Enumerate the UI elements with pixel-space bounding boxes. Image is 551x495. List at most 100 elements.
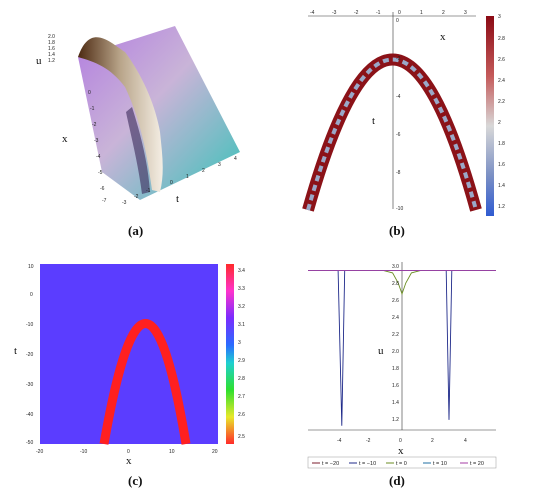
c-t-tick: -10 (26, 322, 33, 328)
d-legend-label: t = −10 (359, 461, 376, 467)
x-tick: -3 (94, 138, 99, 144)
c-t-tick: -50 (26, 440, 33, 446)
c-t-axis-label: t (14, 345, 18, 357)
c-cb-tick: 2.5 (238, 434, 245, 440)
c-cb-tick: 3 (238, 340, 241, 346)
c-cb-tick: 2.8 (238, 376, 245, 382)
t-axis-ticks: -3 -2 -1 0 1 2 3 4 (122, 156, 237, 206)
b-t-tick: 0 (396, 18, 399, 24)
d-y-tick: 3.0 (392, 264, 399, 270)
c-t-tick: 10 (28, 264, 34, 270)
b-contour-band (302, 53, 482, 212)
b-x-tick: 2 (442, 10, 445, 16)
c-x-ticks: -20 -10 0 10 20 (36, 449, 218, 455)
c-cb-tick: 2.7 (238, 394, 245, 400)
panel-b-contour-plot: -4 -3 -2 -1 0 1 2 3 0 -2 -4 -6 -8 -10 x … (302, 10, 505, 216)
d-x-tick: 2 (431, 438, 434, 444)
b-cb-tick: 2.6 (498, 57, 505, 63)
d-y-ticks: 3.0 2.8 2.6 2.4 2.2 2.0 1.8 1.6 1.4 1.2 (392, 264, 399, 423)
surface-ridge-shadow (126, 107, 150, 194)
b-x-tick: -2 (354, 10, 359, 16)
b-x-tick: 3 (464, 10, 467, 16)
b-t-ticks: 0 -2 -4 -6 -8 -10 (396, 18, 403, 212)
panel-c-heatmap: -20 -10 0 10 20 10 0 -10 -20 -30 -40 -50… (26, 264, 245, 467)
c-cb-tick: 2.9 (238, 358, 245, 364)
t-tick: 3 (218, 162, 221, 168)
b-t-tick: -8 (396, 170, 401, 176)
u-axis-ticks: 2.0 1.8 1.6 1.4 1.2 (48, 34, 55, 64)
t-tick: -1 (146, 188, 151, 194)
d-y-tick: 1.6 (392, 383, 399, 389)
d-y-tick: 2.0 (392, 349, 399, 355)
t-tick: 1 (186, 174, 189, 180)
b-cb-tick: 1.6 (498, 162, 505, 168)
u-axis-label: u (36, 55, 42, 67)
b-x-tick: -4 (310, 10, 315, 16)
d-legend: t = −20 t = −10 t = 0 t = 10 t = 20 (312, 461, 484, 467)
c-x-tick: 0 (127, 449, 130, 455)
b-t-tick: -4 (396, 94, 401, 100)
d-plot-area (308, 262, 496, 431)
b-x-axis-label: x (440, 31, 446, 43)
d-y-tick: 2.6 (392, 298, 399, 304)
d-x-axis-label: x (398, 445, 404, 457)
b-cb-tick: 1.4 (498, 183, 505, 189)
surface-ridge (78, 37, 163, 192)
b-x-tick: -1 (376, 10, 381, 16)
c-colorbar-ticks: 3.4 3.3 3.2 3.1 3 2.9 2.8 2.7 2.6 2.5 (238, 268, 245, 440)
d-x-ticks: -4 -2 0 2 4 (337, 438, 467, 444)
t-axis-label: t (176, 193, 179, 205)
d-legend-label: t = 20 (470, 461, 484, 467)
d-legend-box (307, 456, 497, 469)
b-cb-tick: 2.2 (498, 99, 505, 105)
b-x-tick: 1 (420, 10, 423, 16)
c-x-tick: 10 (169, 449, 175, 455)
x-axis-ticks: 0 -1 -2 -3 -4 -5 -6 -7 (88, 90, 107, 204)
b-cb-tick: 3 (498, 14, 501, 20)
d-y-tick: 2.4 (392, 315, 399, 321)
b-cb-tick: 2.4 (498, 78, 505, 84)
c-heatmap-parabola (99, 319, 191, 445)
b-colorbar (486, 16, 494, 216)
b-cb-tick: 1.2 (498, 204, 505, 210)
d-x-tick: -4 (337, 438, 342, 444)
x-tick: -1 (90, 106, 95, 112)
c-x-tick: 20 (212, 449, 218, 455)
c-colorbar (226, 264, 234, 444)
c-x-tick: -20 (36, 449, 43, 455)
b-t-axis-label: t (372, 115, 375, 127)
u-tick: 2.0 (48, 34, 55, 40)
c-t-tick: -40 (26, 412, 33, 418)
d-x-tick: 4 (464, 438, 467, 444)
c-cb-tick: 3.2 (238, 304, 245, 310)
c-cb-tick: 2.6 (238, 412, 245, 418)
d-legend-label: t = 10 (433, 461, 447, 467)
t-tick: -3 (122, 200, 127, 206)
c-x-axis-label: x (126, 455, 132, 467)
x-tick: -6 (100, 186, 105, 192)
d-y-tick: 1.2 (392, 417, 399, 423)
d-u-axis-label: u (378, 345, 384, 357)
d-y-tick: 1.8 (392, 366, 399, 372)
b-cb-tick: 1.8 (498, 141, 505, 147)
d-y-tick: 2.8 (392, 281, 399, 287)
d-series-line-2 (308, 269, 496, 296)
b-x-tick: 0 (398, 10, 401, 16)
d-legend-label: t = −20 (322, 461, 339, 467)
caption-d: (d) (389, 473, 405, 488)
x-tick: -2 (92, 122, 97, 128)
c-t-tick: 0 (30, 292, 33, 298)
u-tick: 1.4 (48, 52, 55, 58)
x-tick: -7 (102, 198, 107, 204)
panel-a-surface-plot: u x t 2.0 1.8 1.6 1.4 1.2 0 -1 -2 -3 -4 … (36, 26, 240, 206)
x-tick: -4 (96, 154, 101, 160)
d-y-tick: 1.4 (392, 400, 399, 406)
b-contour-core (306, 57, 478, 211)
b-t-tick: -10 (396, 206, 403, 212)
b-t-tick: -6 (396, 132, 401, 138)
b-cb-tick: 2.8 (498, 36, 505, 42)
caption-c: (c) (128, 473, 143, 488)
panel-d-line-plot: -4 -2 0 2 4 3.0 2.8 2.6 2.4 2.2 2.0 1.8 … (307, 262, 497, 469)
c-t-tick: -20 (26, 352, 33, 358)
x-axis-label: x (62, 133, 68, 145)
